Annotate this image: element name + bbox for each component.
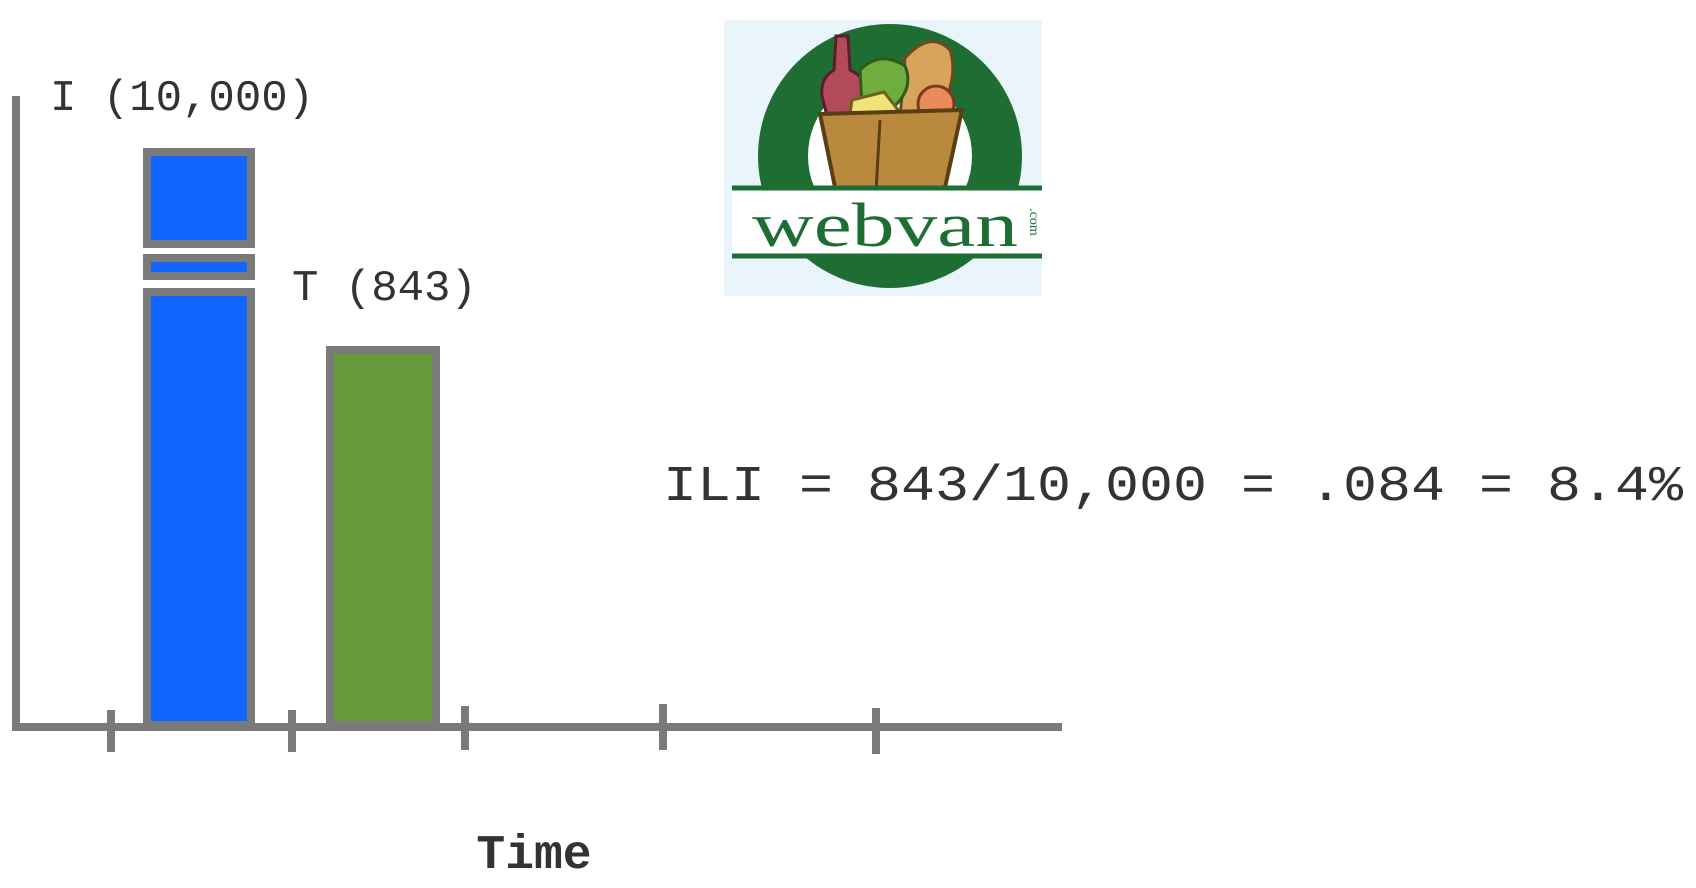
ili-formula: ILI = 843/10,000 = .084 = 8.4% bbox=[663, 459, 1684, 516]
bar-i-break-segment bbox=[143, 254, 255, 280]
bar-i bbox=[143, 148, 255, 729]
bar-i-main-segment bbox=[143, 288, 255, 729]
x-axis-label: Time bbox=[476, 829, 591, 883]
webvan-logo: webvan .com bbox=[724, 20, 1042, 296]
grocery-bag-icon bbox=[817, 34, 965, 194]
bar-t-label: T (843) bbox=[292, 264, 477, 314]
bar-t bbox=[326, 346, 440, 729]
logo-wordmark: webvan bbox=[752, 192, 1018, 260]
bar-i-top-segment bbox=[143, 148, 255, 248]
x-axis-ticks bbox=[107, 704, 880, 754]
bar-i-label: I (10,000) bbox=[50, 74, 314, 124]
logo-suffix: .com bbox=[1026, 208, 1041, 236]
logo-band bbox=[732, 186, 1042, 258]
